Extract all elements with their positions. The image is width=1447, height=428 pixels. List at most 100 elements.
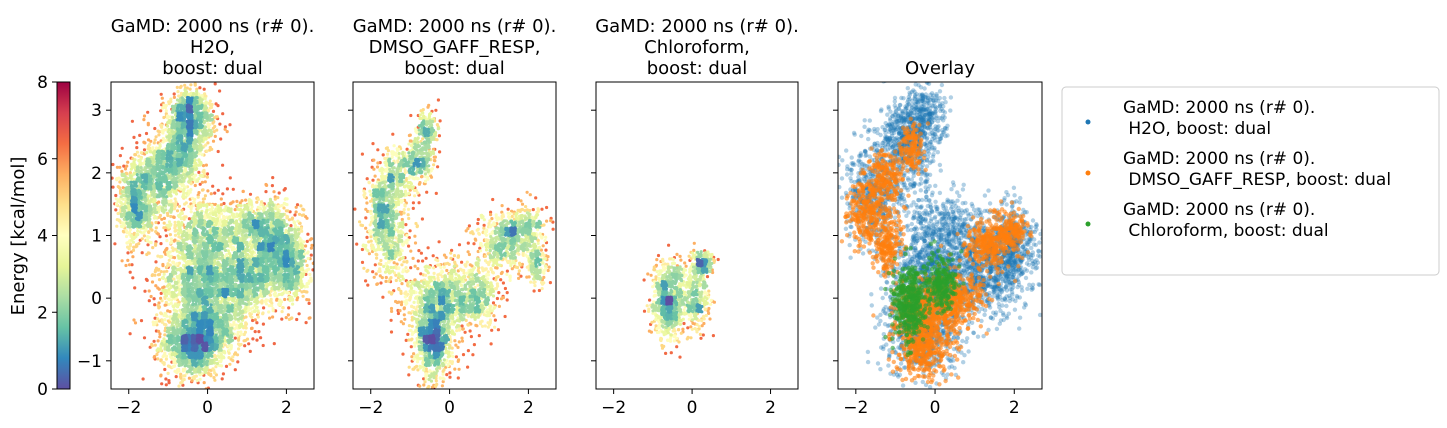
data-point <box>160 206 164 210</box>
data-point <box>253 330 257 334</box>
data-point <box>275 297 279 301</box>
data-point <box>224 227 228 231</box>
data-point <box>182 187 186 192</box>
data-point <box>197 170 201 174</box>
data-point <box>223 248 228 252</box>
data-point <box>248 258 252 262</box>
data-point <box>167 224 171 228</box>
data-point <box>256 309 260 313</box>
data-point <box>155 352 159 357</box>
data-point <box>142 140 146 144</box>
data-point <box>128 171 132 175</box>
data-point <box>295 317 299 322</box>
data-point <box>282 188 286 192</box>
data-point <box>256 216 260 220</box>
data-point <box>196 195 200 199</box>
data-point <box>262 294 267 298</box>
data-point <box>219 284 223 288</box>
data-point <box>161 275 165 279</box>
data-point <box>225 130 229 134</box>
data-point <box>203 104 207 108</box>
data-point <box>145 252 149 257</box>
data-point <box>175 355 179 359</box>
data-point <box>310 243 314 247</box>
data-point <box>195 139 199 143</box>
data-point <box>241 253 245 257</box>
data-point <box>142 148 147 152</box>
data-point <box>155 313 159 317</box>
data-point <box>152 141 156 145</box>
data-point <box>283 297 287 302</box>
data-point <box>244 322 248 326</box>
data-point <box>302 272 306 276</box>
data-point <box>212 130 216 134</box>
data-point <box>128 228 132 232</box>
data-point <box>205 367 209 372</box>
data-point <box>276 196 280 200</box>
data-point <box>130 263 134 267</box>
data-point <box>167 298 171 302</box>
data-point <box>253 211 257 215</box>
data-point <box>169 254 173 258</box>
data-point <box>190 157 194 161</box>
data-point <box>297 212 302 216</box>
data-point <box>200 250 204 254</box>
data-point <box>153 126 157 131</box>
data-point <box>120 173 124 178</box>
data-point <box>259 207 263 211</box>
data-point <box>159 270 163 274</box>
data-point <box>219 352 223 356</box>
data-point <box>269 200 273 204</box>
data-point <box>132 236 136 241</box>
data-point <box>242 213 246 217</box>
data-point <box>242 215 247 220</box>
data-point <box>154 243 158 247</box>
data-point <box>131 240 135 244</box>
data-point <box>271 315 275 319</box>
data-point <box>213 258 217 262</box>
data-point <box>152 355 156 359</box>
data-point <box>160 318 164 322</box>
data-point <box>125 164 129 168</box>
data-point <box>241 301 245 305</box>
data-point <box>140 251 144 255</box>
data-point <box>223 314 227 318</box>
data-point <box>280 310 284 314</box>
data-point <box>146 243 150 247</box>
data-point <box>182 191 186 195</box>
data-point <box>248 349 252 353</box>
data-point <box>149 207 153 212</box>
data-point <box>267 304 271 308</box>
data-point <box>238 225 242 229</box>
data-point <box>204 163 208 167</box>
data-point <box>156 221 160 225</box>
data-point <box>162 221 166 225</box>
data-point <box>217 207 221 211</box>
data-point <box>267 212 271 216</box>
data-point <box>202 381 206 385</box>
data-point <box>223 125 227 129</box>
data-point <box>211 139 216 143</box>
data-point <box>208 145 212 150</box>
data-point <box>188 361 192 365</box>
data-point <box>122 193 126 198</box>
data-point <box>228 176 232 180</box>
data-point <box>160 299 164 303</box>
data-point <box>157 301 161 305</box>
data-point <box>150 342 154 346</box>
data-point <box>156 339 160 343</box>
data-point <box>164 198 168 202</box>
data-point <box>163 367 167 372</box>
data-point <box>193 265 197 269</box>
data-point <box>172 95 176 99</box>
data-point <box>261 322 265 326</box>
data-point <box>271 176 275 180</box>
data-point <box>216 237 221 241</box>
data-point <box>138 133 142 137</box>
data-point <box>239 204 243 208</box>
data-point <box>180 211 184 215</box>
data-point <box>237 301 241 305</box>
data-point <box>164 279 168 283</box>
data-point <box>294 291 298 295</box>
data-point <box>175 209 180 213</box>
